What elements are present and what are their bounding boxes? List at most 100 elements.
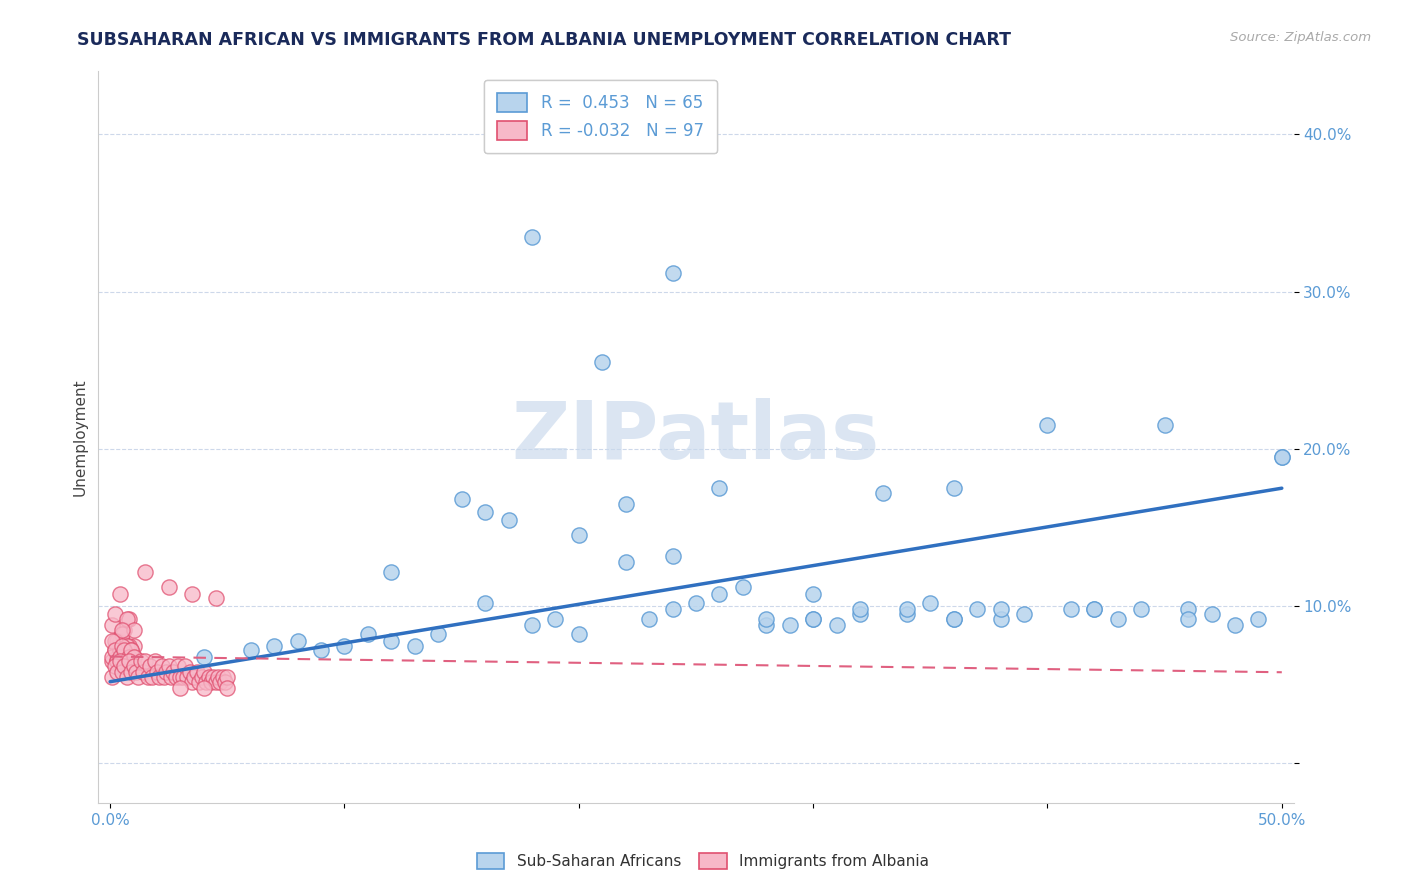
Point	[520, 618, 543, 632]
Point	[427, 627, 450, 641]
Point	[1201, 607, 1223, 621]
Legend: Sub-Saharan Africans, Immigrants from Albania: Sub-Saharan Africans, Immigrants from Al…	[471, 847, 935, 875]
Point	[217, 681, 239, 695]
Point	[111, 627, 134, 641]
Point	[105, 654, 128, 668]
Point	[849, 602, 872, 616]
Point	[105, 665, 128, 680]
Point	[1130, 602, 1153, 616]
Point	[105, 633, 128, 648]
Point	[108, 586, 131, 600]
Point	[942, 481, 965, 495]
Point	[132, 665, 155, 680]
Point	[1271, 450, 1294, 464]
Point	[118, 639, 141, 653]
Point	[190, 670, 212, 684]
Point	[101, 649, 124, 664]
Point	[125, 665, 148, 680]
Point	[801, 612, 824, 626]
Point	[801, 612, 824, 626]
Point	[155, 665, 177, 680]
Point	[200, 674, 222, 689]
Point	[685, 596, 707, 610]
Point	[801, 586, 824, 600]
Point	[195, 674, 218, 689]
Point	[207, 670, 229, 684]
Point	[1083, 602, 1105, 616]
Point	[966, 602, 988, 616]
Point	[122, 639, 145, 653]
Point	[404, 639, 426, 653]
Point	[174, 659, 197, 673]
Point	[105, 649, 128, 664]
Point	[112, 643, 135, 657]
Point	[263, 639, 285, 653]
Point	[101, 654, 124, 668]
Point	[849, 607, 872, 621]
Point	[474, 596, 496, 610]
Point	[112, 649, 135, 664]
Point	[136, 670, 159, 684]
Point	[197, 670, 219, 684]
Point	[1036, 418, 1059, 433]
Point	[104, 643, 127, 657]
Point	[333, 639, 356, 653]
Point	[172, 670, 194, 684]
Point	[108, 654, 131, 668]
Point	[990, 612, 1012, 626]
Point	[134, 565, 156, 579]
Point	[143, 654, 166, 668]
Point	[193, 649, 215, 664]
Point	[120, 665, 142, 680]
Point	[309, 643, 332, 657]
Point	[990, 602, 1012, 616]
Point	[202, 670, 225, 684]
Point	[474, 505, 496, 519]
Point	[181, 674, 204, 689]
Point	[165, 670, 187, 684]
Point	[498, 513, 520, 527]
Point	[204, 674, 226, 689]
Point	[115, 612, 138, 626]
Point	[122, 623, 145, 637]
Point	[108, 633, 131, 648]
Point	[134, 654, 156, 668]
Point	[1247, 612, 1270, 626]
Point	[614, 497, 637, 511]
Point	[112, 623, 135, 637]
Point	[111, 665, 134, 680]
Point	[139, 659, 162, 673]
Point	[183, 670, 205, 684]
Point	[1177, 602, 1199, 616]
Point	[104, 659, 127, 673]
Point	[872, 486, 894, 500]
Text: Source: ZipAtlas.com: Source: ZipAtlas.com	[1230, 31, 1371, 45]
Point	[160, 670, 183, 684]
Point	[709, 481, 731, 495]
Point	[167, 659, 190, 673]
Point	[638, 612, 661, 626]
Point	[148, 670, 170, 684]
Point	[111, 623, 134, 637]
Point	[108, 643, 131, 657]
Point	[239, 643, 262, 657]
Point	[380, 633, 402, 648]
Point	[127, 670, 149, 684]
Point	[1083, 602, 1105, 616]
Point	[120, 643, 142, 657]
Point	[101, 633, 124, 648]
Point	[122, 659, 145, 673]
Point	[1271, 450, 1294, 464]
Point	[1177, 612, 1199, 626]
Point	[104, 643, 127, 657]
Point	[709, 586, 731, 600]
Point	[380, 565, 402, 579]
Point	[193, 665, 215, 680]
Point	[896, 607, 918, 621]
Point	[101, 670, 124, 684]
Point	[942, 612, 965, 626]
Point	[115, 639, 138, 653]
Point	[120, 654, 142, 668]
Point	[150, 659, 173, 673]
Point	[112, 659, 135, 673]
